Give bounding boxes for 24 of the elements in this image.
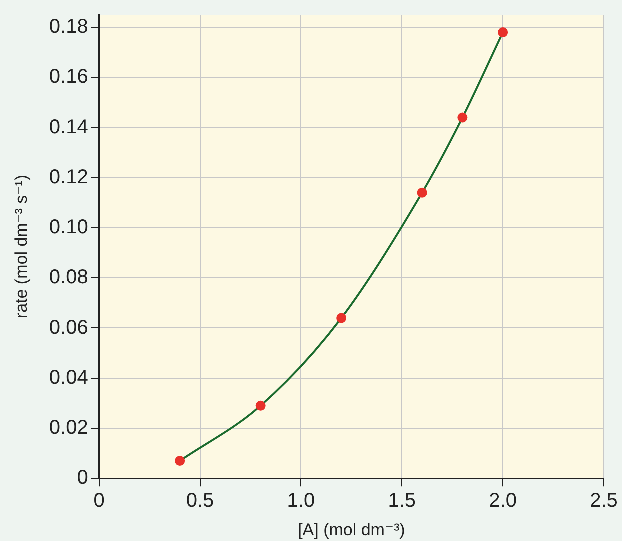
point [336, 313, 347, 324]
y-tick-label: 0.02 [49, 416, 88, 439]
y-tick-label: 0.16 [49, 66, 88, 88]
x-tick-label: 2.0 [489, 490, 517, 512]
point [175, 456, 186, 466]
x-tick-label: 0 [94, 490, 105, 512]
x-tick-label: 0.5 [186, 490, 214, 512]
point [498, 28, 508, 38]
y-tick-label: 0.14 [49, 116, 88, 138]
y-tick-label: 0.12 [49, 166, 88, 188]
y-tick-label: 0.04 [49, 366, 88, 389]
point [458, 112, 468, 123]
y-tick-label: 0.06 [49, 316, 88, 339]
y-tick-label: 0.08 [49, 266, 88, 289]
x-tick-label: 1.5 [388, 490, 416, 512]
x-tick-label: 1.0 [287, 490, 316, 512]
y-tick-label: 0 [77, 467, 88, 490]
point [417, 188, 428, 198]
y-tick-label: 0.10 [49, 216, 88, 239]
x-tick-label: 2.5 [590, 490, 618, 512]
y-axis-title: rate (mol dm⁻³ s⁻¹) [12, 175, 31, 319]
y-tick-label: 0.18 [49, 16, 88, 38]
x-axis-title: [A] (mol dm⁻³) [298, 520, 406, 540]
point [256, 400, 266, 411]
